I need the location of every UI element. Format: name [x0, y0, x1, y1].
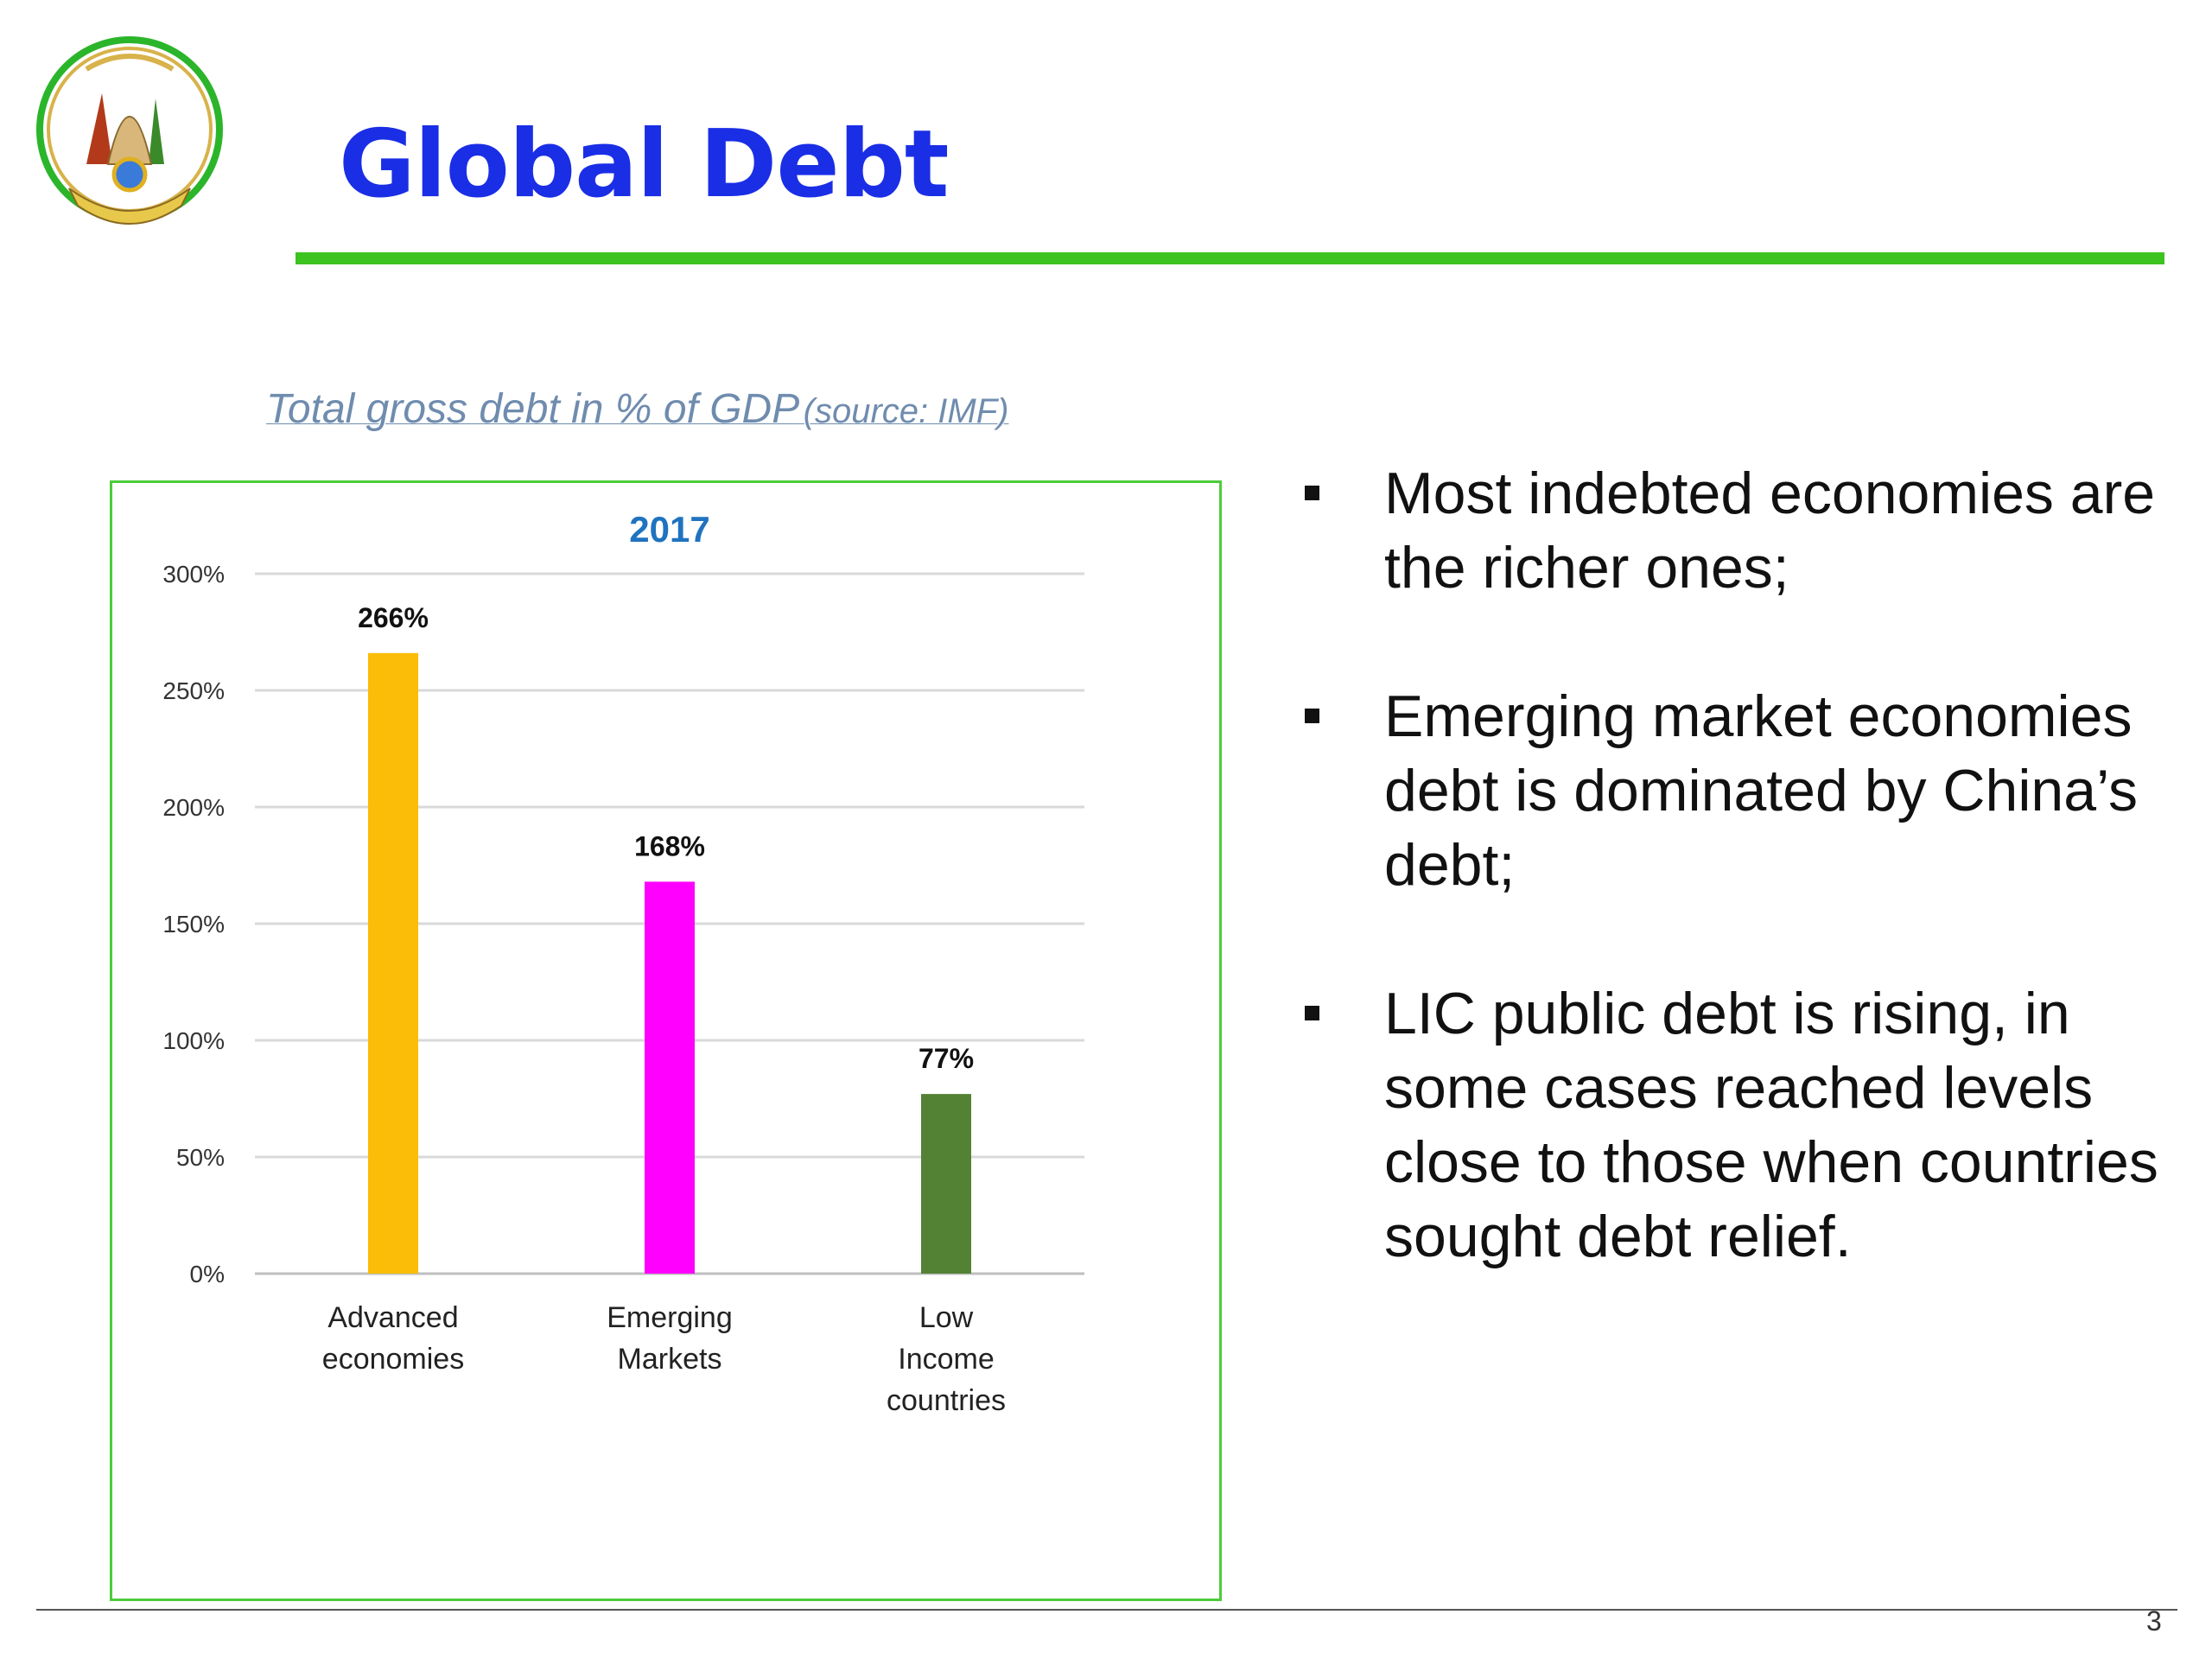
- square-bullet-icon: [1305, 486, 1319, 500]
- category-label: Low: [919, 1301, 974, 1334]
- data-label: 168%: [634, 830, 705, 861]
- chart-title: 2017: [629, 509, 709, 550]
- title-underline: [296, 252, 2164, 264]
- bar: [368, 652, 418, 1274]
- bar-chart: 2017 0% 50% 100% 150% 200% 250% 300% 266% Advance…: [162, 509, 1084, 1417]
- bullet-text: Emerging market economies debt is domina…: [1384, 683, 2138, 898]
- y-tick-label: 200%: [162, 794, 225, 821]
- category-label: Markets: [618, 1343, 722, 1376]
- y-tick-label: 250%: [162, 677, 225, 704]
- page-number: 3: [2146, 1605, 2162, 1637]
- bullet-list: Most indebted economies are the richer o…: [1296, 456, 2160, 1348]
- national-seal-logo: [35, 35, 225, 233]
- data-label: 266%: [358, 602, 429, 633]
- bullet-text: LIC public debt is rising, in some cases…: [1384, 981, 2158, 1269]
- y-tick-label: 0%: [190, 1261, 225, 1287]
- caption-source-text: (source: IMF): [803, 392, 1009, 430]
- category-label: Emerging: [607, 1301, 733, 1334]
- square-bullet-icon: [1305, 1006, 1319, 1020]
- bar: [645, 881, 695, 1274]
- bullet-item: Emerging market economies debt is domina…: [1296, 679, 2160, 902]
- category-label: economies: [322, 1343, 464, 1376]
- category-label: Income: [898, 1343, 995, 1376]
- bullet-text: Most indebted economies are the richer o…: [1384, 461, 2156, 601]
- category-label: Advanced: [327, 1301, 458, 1334]
- chart-frame: 2017 0% 50% 100% 150% 200% 250% 300% 266% Advance…: [110, 480, 1222, 1601]
- data-label: 77%: [918, 1043, 974, 1074]
- chart-caption-link[interactable]: Total gross debt in % of GDP (source: IM…: [266, 385, 1008, 433]
- y-tick-label: 100%: [162, 1027, 225, 1054]
- category-label: countries: [887, 1384, 1006, 1417]
- bar: [921, 1094, 971, 1274]
- y-tick-label: 300%: [162, 561, 225, 588]
- y-tick-label: 50%: [176, 1144, 225, 1171]
- footer-rule: [36, 1609, 2177, 1611]
- square-bullet-icon: [1305, 709, 1319, 723]
- slide-title: Global Debt: [339, 111, 950, 219]
- y-tick-label: 150%: [162, 911, 225, 938]
- caption-main-text: Total gross debt in % of GDP: [266, 386, 800, 432]
- bullet-item: LIC public debt is rising, in some cases…: [1296, 976, 2160, 1274]
- bullet-item: Most indebted economies are the richer o…: [1296, 456, 2160, 605]
